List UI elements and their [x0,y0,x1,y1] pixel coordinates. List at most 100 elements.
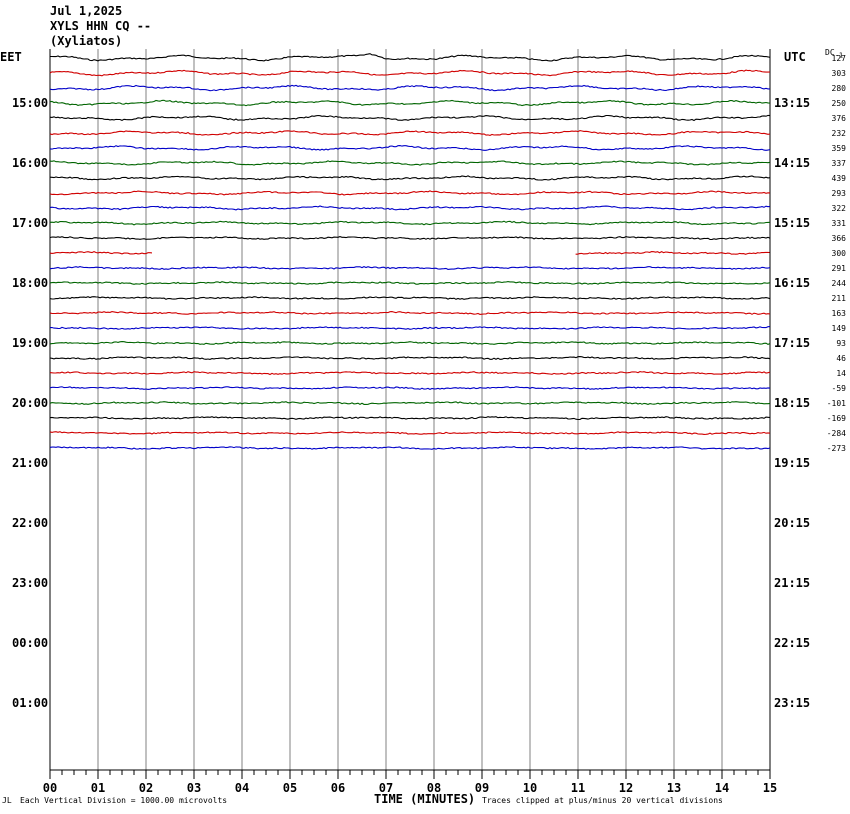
x-axis: 00 01 02 03 04 05 06 07 08 09 10 11 12 13 14 15 [43,770,777,795]
x-tick-label-02: 02 [139,781,153,795]
x-tick-label-14: 14 [715,781,729,795]
dc-value-2: 280 [832,84,847,93]
dc-column-header: DC-1 [825,48,843,60]
trace-20 [49,356,771,360]
left-hour-label-9: 00:00 [12,636,48,650]
trace-8 [49,175,771,181]
trace-0 [50,53,771,62]
trace-17 [49,311,771,315]
x-tick-label-13: 13 [667,781,681,795]
trace-5 [49,130,771,136]
trace-19 [49,341,771,346]
dc-header-sub: -1 [834,51,844,60]
left-hour-label-8: 23:00 [12,576,48,590]
vertical-gridlines [97,49,723,770]
header-location: (Xyliatos) [50,34,123,48]
dc-value-3: 250 [832,99,847,108]
footer-mark: JL [2,796,12,805]
header-date: Jul 1,2025 [50,4,123,18]
trace-1 [49,69,771,77]
dc-value-9: 293 [832,189,847,198]
trace-21 [49,371,771,376]
trace-13-seg-1 [575,250,770,255]
x-tick-label-11: 11 [571,781,585,795]
plot-frame [49,49,771,771]
x-tick-label-01: 01 [91,781,105,795]
scale-note: Each Vertical Division = 1000.00 microvo… [20,796,228,805]
x-tick-label-12: 12 [619,781,633,795]
dc-value-20: 46 [836,354,846,363]
right-hour-label-10: 23:15 [774,696,810,710]
x-tick-label-09: 09 [475,781,489,795]
dc-offset-labels: 127 303 280 250 376 232 359 337 439 293 322 331 366 3… [827,54,846,453]
right-timezone-label: UTC [784,50,806,64]
x-tick-label-03: 03 [187,781,201,795]
trace-7 [49,160,771,166]
dc-value-13: 300 [832,249,847,258]
dc-value-10: 322 [832,204,847,213]
dc-value-11: 331 [832,219,847,228]
left-hour-label-2: 17:00 [12,216,48,230]
right-hour-label-8: 21:15 [774,576,810,590]
dc-value-6: 359 [832,144,847,153]
left-hour-label-3: 18:00 [12,276,48,290]
dc-value-4: 376 [832,114,847,123]
right-hour-label-9: 22:15 [774,636,810,650]
trace-9 [49,190,771,196]
trace-11 [49,220,771,226]
x-tick-label-15: 15 [763,781,777,795]
dc-value-12: 366 [832,234,847,243]
dc-value-22: -59 [832,384,847,393]
dc-value-25: -284 [827,429,846,438]
trace-22 [49,386,771,391]
left-hour-label-10: 01:00 [12,696,48,710]
right-hour-label-4: 17:15 [774,336,810,350]
trace-15 [49,281,771,285]
seismic-traces [49,53,771,450]
dc-header-text: DC [825,48,835,57]
right-hour-label-0: 13:15 [774,96,810,110]
trace-24 [49,416,771,421]
trace-3 [49,99,771,107]
trace-14 [49,265,771,270]
trace-12 [49,236,771,241]
trace-26 [49,446,771,450]
header-station: XYLS HHN CQ -- [50,19,152,33]
left-hour-label-1: 16:00 [12,156,48,170]
right-hour-label-1: 14:15 [774,156,810,170]
dc-value-14: 291 [832,264,847,273]
dc-value-21: 14 [836,369,846,378]
left-hour-label-6: 21:00 [12,456,48,470]
dc-value-18: 149 [832,324,847,333]
dc-value-26: -273 [827,444,846,453]
trace-16 [49,296,771,300]
trace-4 [49,114,771,122]
dc-value-19: 93 [836,339,846,348]
left-hour-label-7: 22:00 [12,516,48,530]
dc-value-15: 244 [832,279,847,288]
left-hour-label-4: 19:00 [12,336,48,350]
dc-value-23: -101 [827,399,846,408]
left-hour-label-5: 20:00 [12,396,48,410]
x-tick-label-05: 05 [283,781,297,795]
trace-6 [49,145,771,151]
x-tick-label-10: 10 [523,781,537,795]
right-hour-label-7: 20:15 [774,516,810,530]
left-hour-label-0: 15:00 [12,96,48,110]
right-hour-label-3: 16:15 [774,276,810,290]
trace-13-seg-0 [49,250,153,255]
dc-value-7: 337 [832,159,847,168]
x-tick-label-06: 06 [331,781,345,795]
trace-25 [49,431,771,435]
dc-value-8: 439 [832,174,847,183]
dc-value-1: 303 [832,69,847,78]
dc-value-0: 127 [832,54,847,63]
dc-value-16: 211 [832,294,847,303]
trace-23 [49,401,771,406]
trace-10 [49,205,771,211]
x-axis-title: TIME (MINUTES) [374,792,476,806]
trace-18 [49,326,771,330]
trace-2 [49,84,770,92]
right-hour-label-2: 15:15 [774,216,810,230]
